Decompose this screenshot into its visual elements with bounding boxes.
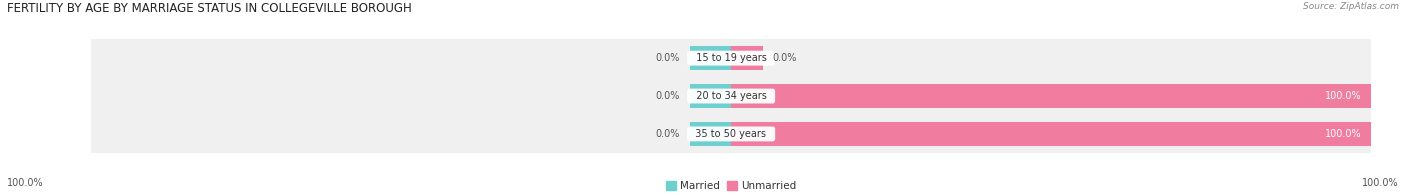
Text: 0.0%: 0.0% xyxy=(655,129,681,139)
Text: 100.0%: 100.0% xyxy=(1324,129,1361,139)
Text: 35 to 50 years: 35 to 50 years xyxy=(689,129,773,139)
Bar xyxy=(689,84,731,108)
Text: Source: ZipAtlas.com: Source: ZipAtlas.com xyxy=(1303,2,1399,11)
Text: FERTILITY BY AGE BY MARRIAGE STATUS IN COLLEGEVILLE BOROUGH: FERTILITY BY AGE BY MARRIAGE STATUS IN C… xyxy=(7,2,412,15)
Bar xyxy=(689,46,731,70)
Bar xyxy=(731,84,1371,108)
Text: 0.0%: 0.0% xyxy=(655,53,681,63)
Text: 0.0%: 0.0% xyxy=(655,91,681,101)
Bar xyxy=(91,77,1371,115)
Text: 100.0%: 100.0% xyxy=(1362,178,1399,188)
Text: 100.0%: 100.0% xyxy=(1324,91,1361,101)
Text: 100.0%: 100.0% xyxy=(7,178,44,188)
Text: 20 to 34 years: 20 to 34 years xyxy=(689,91,773,101)
Bar xyxy=(91,115,1371,153)
Bar xyxy=(91,39,1371,77)
Legend: Married, Unmarried: Married, Unmarried xyxy=(662,177,800,195)
Text: 15 to 19 years: 15 to 19 years xyxy=(689,53,773,63)
Bar xyxy=(689,122,731,146)
Bar xyxy=(731,122,1371,146)
Bar xyxy=(731,46,763,70)
Text: 0.0%: 0.0% xyxy=(773,53,797,63)
